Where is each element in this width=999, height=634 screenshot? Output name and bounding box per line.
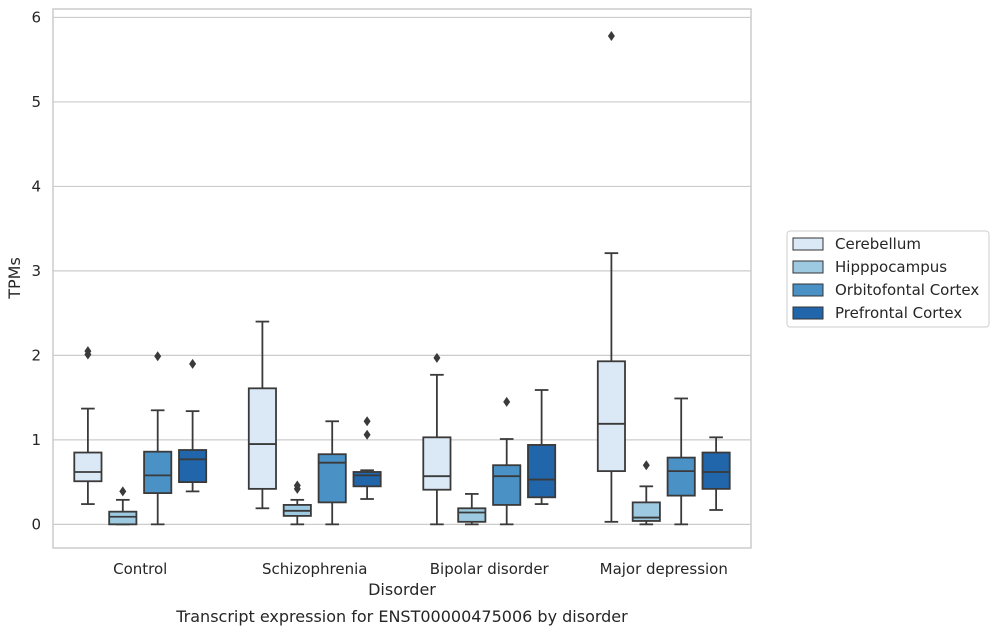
box-plots [73, 31, 731, 526]
legend-label-hippocampus: Hipppocampus [835, 258, 947, 276]
box-group [527, 389, 557, 505]
y-tick-label: 0 [31, 515, 41, 533]
box-group [492, 396, 522, 526]
x-axis-ticks: Control Schizophrenia Bipolar disorder Majo… [113, 560, 728, 578]
outlier-point [189, 358, 197, 369]
x-tick-label: Major depression [600, 560, 728, 578]
box [596, 360, 626, 473]
outlier-point [607, 31, 615, 42]
legend-label-prefrontal: Prefrontal Cortex [835, 304, 962, 322]
box [247, 387, 277, 490]
outlier-point [503, 396, 511, 407]
box-group [247, 320, 277, 510]
legend-frame [786, 230, 990, 328]
chart-caption: Transcript expression for ENST0000047500… [175, 607, 628, 626]
y-tick-label: 5 [31, 93, 41, 111]
box-group [143, 351, 173, 526]
y-tick-label: 6 [31, 8, 41, 26]
y-tick-label: 1 [31, 431, 41, 449]
box [457, 507, 487, 523]
y-axis-ticks: 0 1 2 3 4 5 6 [31, 8, 41, 533]
box [352, 471, 382, 488]
legend: Cerebellum Hipppocampus Orbitofontal Cor… [786, 230, 990, 328]
x-tick-label: Schizophrenia [262, 560, 367, 578]
box [422, 436, 452, 491]
outlier-point [642, 460, 650, 471]
outlier-point [363, 416, 371, 427]
legend-swatch-orbitofrontal [792, 283, 824, 297]
box [701, 451, 731, 490]
legend-label-cerebellum: Cerebellum [835, 235, 921, 253]
gridlines [53, 16, 751, 525]
box [666, 456, 696, 497]
box [143, 450, 173, 494]
box [178, 449, 208, 484]
plot-frame [52, 8, 752, 549]
x-axis-label: Disorder [368, 580, 436, 599]
box [108, 510, 138, 526]
outlier-point [293, 480, 301, 491]
y-tick-label: 3 [31, 262, 41, 280]
outlier-point [154, 351, 162, 362]
legend-label-orbitofrontal: Orbitofontal Cortex [835, 281, 979, 299]
box-group [352, 416, 382, 500]
outlier-point [84, 346, 92, 357]
outlier-point [433, 352, 441, 363]
box-group [317, 420, 347, 526]
y-tick-label: 4 [31, 177, 41, 195]
box-group [73, 346, 103, 505]
legend-swatch-hippocampus [792, 260, 824, 274]
x-tick-label: Control [113, 560, 167, 578]
x-tick-label: Bipolar disorder [430, 560, 550, 578]
box-group [108, 486, 138, 526]
box [492, 464, 522, 506]
box-group [422, 352, 452, 526]
box-group [282, 480, 312, 526]
outlier-point [363, 429, 371, 440]
box-group [631, 460, 661, 526]
box-group [596, 31, 626, 523]
box-group [178, 358, 208, 493]
box [631, 501, 661, 522]
box-group [457, 493, 487, 526]
box-group [701, 436, 731, 511]
y-tick-label: 2 [31, 346, 41, 364]
y-axis-label: TPMs [5, 257, 24, 300]
box [73, 451, 103, 483]
outlier-point [119, 486, 127, 497]
box [317, 453, 347, 504]
box-group [666, 397, 696, 526]
legend-swatch-cerebellum [792, 237, 824, 251]
legend-swatch-prefrontal [792, 306, 824, 320]
box [527, 444, 557, 499]
